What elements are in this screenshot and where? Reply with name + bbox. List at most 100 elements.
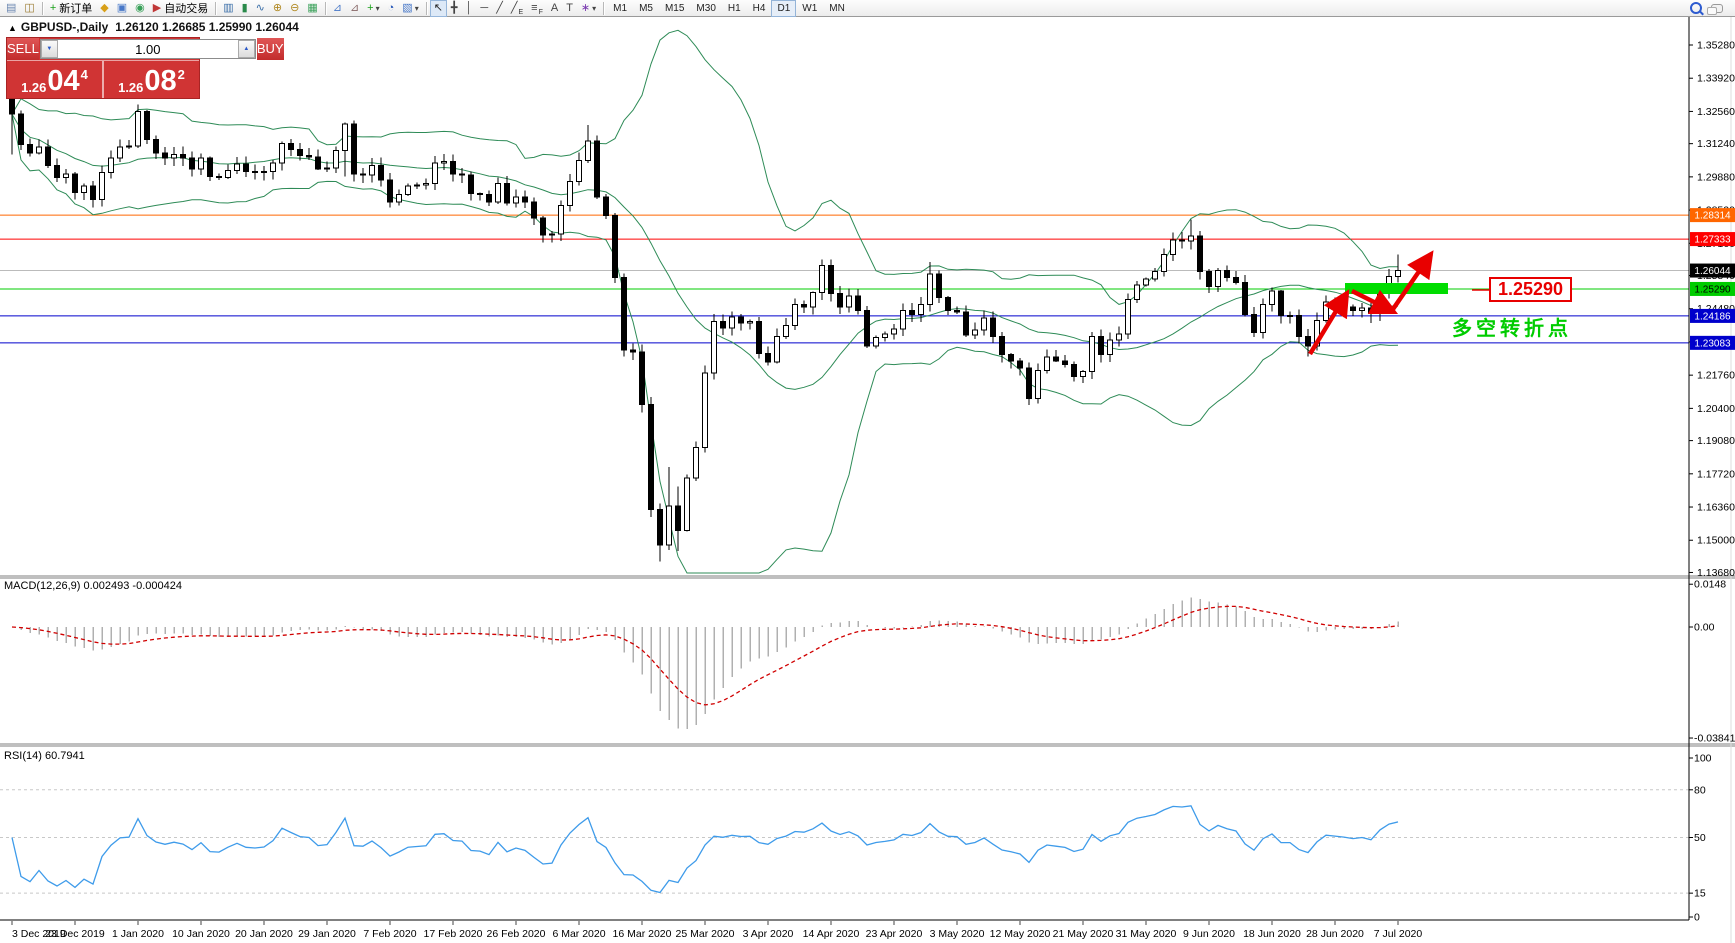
autotrading-icon: ▶ xyxy=(152,2,162,14)
turning-point-annotation[interactable]: 多空转折点 xyxy=(1452,318,1572,340)
volume-input[interactable] xyxy=(57,40,238,58)
svg-text:6 Mar 2020: 6 Mar 2020 xyxy=(552,928,605,940)
new-order-button[interactable]: + 新订单 xyxy=(46,0,96,17)
alerts-button[interactable]: ◉ xyxy=(131,0,149,17)
svg-text:1.21760: 1.21760 xyxy=(1697,370,1735,382)
add-indicator-icon: + xyxy=(367,2,374,14)
macd-axis[interactable]: 0.0148 0.00 -0.038415 xyxy=(1689,579,1735,745)
svg-text:1.19080: 1.19080 xyxy=(1697,435,1735,447)
trendline-icon: ╱ xyxy=(496,2,503,14)
svg-text:1.23083: 1.23083 xyxy=(1694,338,1731,349)
text-label-button[interactable]: T xyxy=(562,0,577,17)
add-indicator-button[interactable]: + ▾ xyxy=(363,0,383,17)
zoom-out-button[interactable]: ⊖ xyxy=(286,0,303,17)
sell-price-main: 1.26 xyxy=(21,80,47,95)
macd-signal-line xyxy=(11,605,1399,706)
indicators-button[interactable]: ⊿ xyxy=(329,0,346,17)
indicator-windows-button[interactable]: ⊿ xyxy=(346,0,363,17)
timeframe-M30-button[interactable]: M30 xyxy=(696,2,716,14)
text-button[interactable]: A xyxy=(547,0,562,17)
volume-increase-button[interactable]: ▲ xyxy=(237,40,255,58)
cursor-button[interactable]: ↖ xyxy=(429,0,447,17)
profiles-button[interactable]: ▣ xyxy=(113,0,131,17)
arrows-button[interactable]: ∗ ▾ xyxy=(577,0,600,17)
price-divider xyxy=(102,61,104,98)
horizontal-level-lines[interactable] xyxy=(0,214,1689,344)
crosshair-button[interactable]: ╋ xyxy=(447,0,462,17)
price-level-annotation[interactable]: 1.25290 xyxy=(1489,277,1572,302)
buy-price[interactable]: 1.26 08 2 xyxy=(104,61,199,98)
svg-text:1.35280: 1.35280 xyxy=(1697,40,1735,52)
autotrading-button[interactable]: ▶ 自动交易 xyxy=(149,0,212,17)
support-zone-highlight[interactable] xyxy=(1345,283,1448,294)
window-preview-button[interactable]: ◫ xyxy=(20,0,38,17)
sell-button[interactable]: SELL xyxy=(7,38,39,60)
zoom-in-button[interactable]: ⊕ xyxy=(269,0,286,17)
timeframe-W1-button[interactable]: W1 xyxy=(802,2,818,14)
tile-windows-button[interactable]: ▦ xyxy=(303,0,321,17)
charts-list-button[interactable]: ▤ xyxy=(2,0,20,17)
svg-text:31 May 2020: 31 May 2020 xyxy=(1116,928,1177,940)
buy-button[interactable]: BUY xyxy=(256,38,284,60)
svg-text:1.33920: 1.33920 xyxy=(1697,73,1735,85)
svg-text:1.13680: 1.13680 xyxy=(1697,567,1735,579)
svg-text:16 Mar 2020: 16 Mar 2020 xyxy=(613,928,672,940)
trendline-button[interactable]: ╱ xyxy=(492,0,507,17)
chat-icon[interactable] xyxy=(1707,3,1723,15)
timeframe-M15-button[interactable]: M15 xyxy=(664,2,685,14)
line-chart-button[interactable]: ∿ xyxy=(252,0,269,17)
indicator-windows-icon: ⊿ xyxy=(349,2,360,14)
svg-text:1.15000: 1.15000 xyxy=(1697,535,1735,547)
horizontal-line-button[interactable]: ─ xyxy=(476,0,492,17)
collapse-panel-button[interactable]: ▲ xyxy=(8,23,17,33)
volume-box: ▼ ▲ xyxy=(39,39,256,59)
timeframe-D1-button[interactable]: D1 xyxy=(771,0,797,17)
svg-text:15: 15 xyxy=(1694,888,1706,900)
svg-text:10 Jan 2020: 10 Jan 2020 xyxy=(172,928,230,940)
svg-text:100: 100 xyxy=(1694,753,1712,765)
timeframe-H4-button[interactable]: H4 xyxy=(752,2,766,14)
tile-windows-icon: ▦ xyxy=(307,2,318,14)
trend-arrows[interactable] xyxy=(1308,250,1489,356)
search-icon[interactable] xyxy=(1690,2,1702,14)
svg-text:12 May 2020: 12 May 2020 xyxy=(990,928,1051,940)
timeframe-M1-button[interactable]: M1 xyxy=(613,2,628,14)
volume-decrease-button[interactable]: ▼ xyxy=(40,40,58,58)
candlestick-chart-button[interactable]: ▮ xyxy=(238,0,252,17)
equidistant-channel-button[interactable]: ╱ E xyxy=(507,0,527,17)
timeframe-M5-button[interactable]: M5 xyxy=(639,2,653,14)
window-preview-icon: ◫ xyxy=(24,2,35,14)
svg-text:25 Mar 2020: 25 Mar 2020 xyxy=(676,928,735,940)
svg-text:1.26044: 1.26044 xyxy=(1694,266,1731,277)
svg-text:14 Apr 2020: 14 Apr 2020 xyxy=(803,928,860,940)
toolbar-separator xyxy=(41,1,43,15)
period-button[interactable]: ◔ xyxy=(384,0,399,17)
candlestick-chart-icon: ▮ xyxy=(241,2,248,14)
svg-text:0: 0 xyxy=(1694,912,1700,924)
fibonacci-button[interactable]: ≡ F xyxy=(527,0,547,17)
macd-pane-label: MACD(12,26,9) 0.002493 -0.000424 xyxy=(4,580,182,592)
svg-text:1.27333: 1.27333 xyxy=(1694,235,1731,246)
templates-button[interactable]: ▧ ▾ xyxy=(398,0,422,17)
svg-text:21 May 2020: 21 May 2020 xyxy=(1053,928,1114,940)
price-badges: 1.28314 1.27333 1.26044 1.25290 1.24186 1.230… xyxy=(1690,208,1735,350)
svg-text:0.0148: 0.0148 xyxy=(1694,579,1726,591)
bar-chart-button[interactable]: ▥ xyxy=(219,0,237,17)
rsi-value: 60.7941 xyxy=(44,750,85,762)
sell-price[interactable]: 1.26 04 4 xyxy=(7,61,102,98)
text-icon: A xyxy=(550,2,559,14)
toolbar-separator xyxy=(215,1,217,15)
toolbar-separator xyxy=(603,1,605,15)
vertical-line-button[interactable]: │ xyxy=(462,0,477,17)
svg-text:26 Feb 2020: 26 Feb 2020 xyxy=(487,928,546,940)
buy-price-big: 08 xyxy=(144,65,177,98)
svg-text:23 Dec 2019: 23 Dec 2019 xyxy=(45,928,105,940)
rsi-axis[interactable]: 100 80 50 15 0 xyxy=(1689,753,1712,924)
chart-styles-button[interactable]: ◆ xyxy=(96,0,112,17)
timeframe-H1-button[interactable]: H1 xyxy=(727,2,741,14)
timeframe-MN-button[interactable]: MN xyxy=(829,2,845,14)
